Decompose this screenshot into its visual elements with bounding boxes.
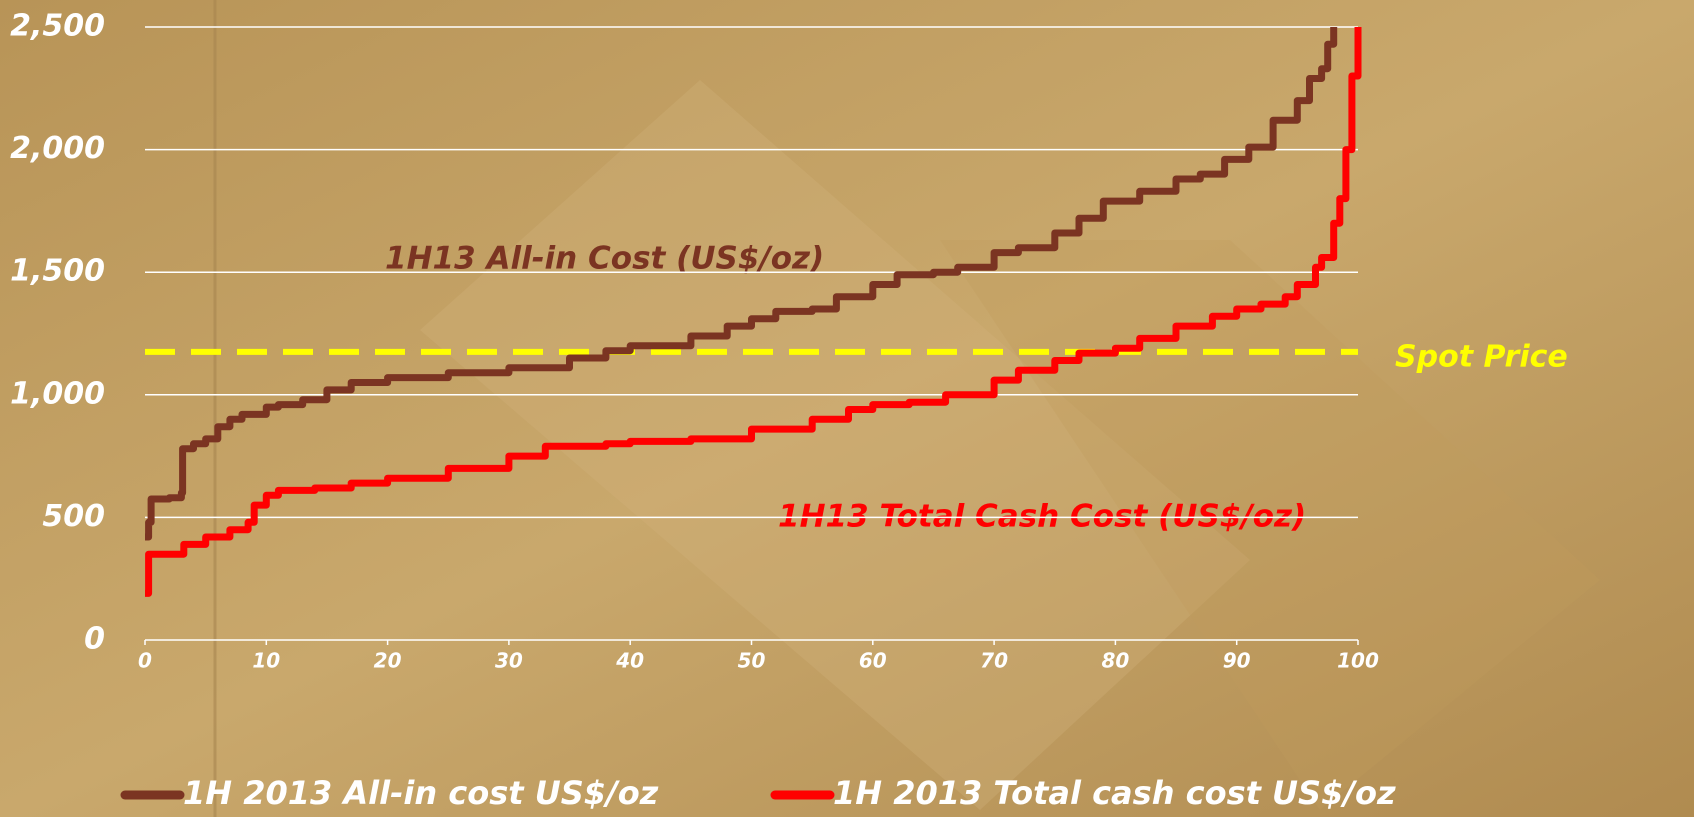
x-tick-label: 30 [495, 649, 523, 673]
x-tick-label: 60 [859, 649, 887, 673]
y-tick-label: 2,000 [10, 131, 105, 166]
legend-label: 1H 2013 Total cash cost US$/oz [833, 774, 1396, 812]
y-tick-label: 500 [42, 499, 105, 534]
series-line [145, 27, 1338, 541]
y-tick-label: 0 [84, 622, 105, 657]
y-tick-label: 2,500 [10, 9, 105, 44]
x-tick-label: 20 [374, 649, 402, 673]
y-tick-label: 1,500 [10, 254, 105, 289]
background-shape [420, 80, 1250, 810]
y-tick-label: 1,000 [10, 376, 105, 411]
x-tick-label: 80 [1101, 649, 1129, 673]
x-tick-label: 40 [615, 649, 644, 673]
background-shape [940, 240, 1600, 810]
plot-area: 0 500 1,000 1,500 2,000 2,500 0 10 20 30 40 50 60 70 8… [10, 9, 1568, 813]
spot-price-label: Spot Price [1395, 339, 1568, 374]
x-tick-label: 50 [738, 649, 766, 673]
x-tick-label: 0 [138, 649, 152, 673]
legend-label: 1H 2013 All-in cost US$/oz [183, 774, 659, 812]
series-line [145, 27, 1362, 597]
x-tick-label: 70 [980, 649, 1008, 673]
annotation: 1H13 Total Cash Cost (US$/oz) [778, 499, 1306, 535]
x-tick-label: 100 [1337, 649, 1379, 673]
x-tick-label: 10 [252, 649, 280, 673]
x-tick-label: 90 [1223, 649, 1251, 673]
annotation: 1H13 All-in Cost (US$/oz) [385, 241, 824, 277]
